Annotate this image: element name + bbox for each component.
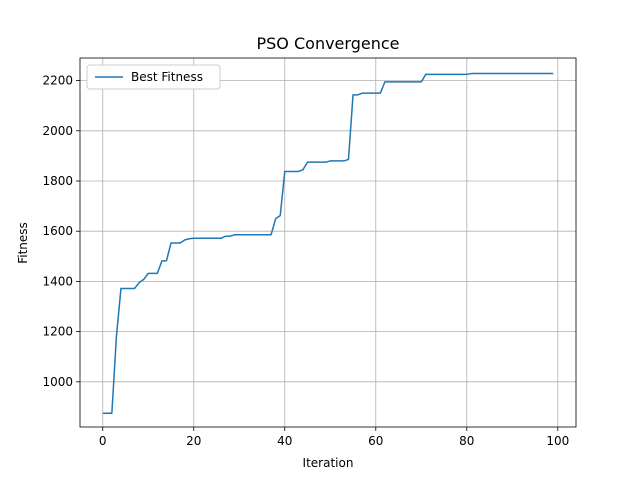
axes: [79, 57, 577, 428]
axes-frame: [79, 57, 577, 428]
chart-title: PSO Convergence: [257, 34, 400, 53]
y-tick-label-1800: 1800: [42, 174, 73, 188]
legend-entry-best-fitness: Best Fitness: [131, 70, 203, 84]
y-tick-label-2000: 2000: [42, 124, 73, 138]
y-tick-label-1000: 1000: [42, 375, 73, 389]
x-tick-label-60: 60: [368, 434, 383, 448]
ticks: 0 20 40 60 80 100 1000 1200 1400 1600 1800 2000 2200: [42, 74, 569, 448]
x-tick-label-0: 0: [99, 434, 107, 448]
x-tick-label-40: 40: [277, 434, 292, 448]
plot-area: [102, 72, 554, 414]
x-axis-label: Iteration: [303, 456, 354, 470]
x-tick-label-80: 80: [459, 434, 474, 448]
y-tick-label-2200: 2200: [42, 74, 73, 88]
legend: Best Fitness: [86, 64, 221, 90]
grid: [80, 58, 576, 427]
series-line-best-fitness: [102, 72, 554, 414]
x-tick-label-100: 100: [546, 434, 569, 448]
y-tick-label-1200: 1200: [42, 325, 73, 339]
legend-frame: [86, 64, 221, 90]
y-tick-label-1600: 1600: [42, 224, 73, 238]
y-tick-label-1400: 1400: [42, 274, 73, 288]
y-axis-label: Fitness: [16, 222, 30, 264]
x-tick-label-20: 20: [186, 434, 201, 448]
